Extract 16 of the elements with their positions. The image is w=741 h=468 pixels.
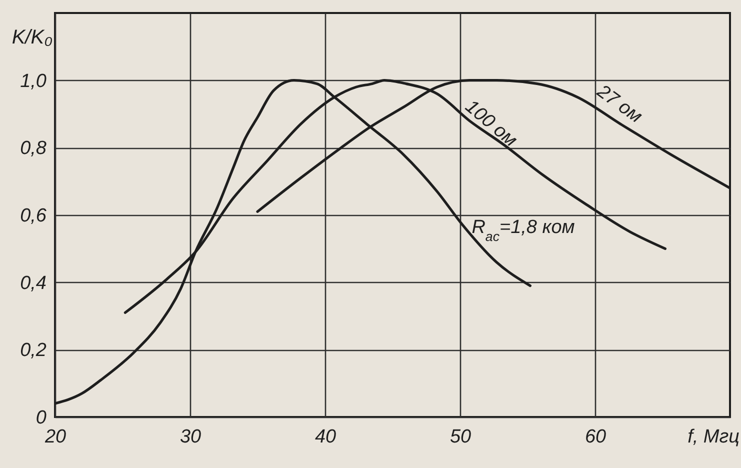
y-axis-title: K/K₀ <box>12 26 52 48</box>
y-tick-label: 0,8 <box>20 138 47 160</box>
x-tick-label: 30 <box>180 426 202 448</box>
y-tick-label: 0 <box>36 408 47 428</box>
x-tick-label: 50 <box>450 426 472 448</box>
x-tick-label: 20 <box>44 426 66 448</box>
x-tick-label: 40 <box>314 426 336 448</box>
x-axis-title: f, Мгц <box>688 426 740 448</box>
y-tick-label: 0,4 <box>20 272 46 294</box>
y-tick-label: 1,0 <box>20 70 47 92</box>
series-label: R$_{ac}$=1,8 ком <box>472 217 575 244</box>
text: 27 ом <box>592 80 646 128</box>
y-tick-label: 0,6 <box>20 206 47 226</box>
text: 100 ом <box>460 96 521 152</box>
x-tick-label: 60 <box>584 426 606 448</box>
y-tick-label: 0,2 <box>20 340 47 362</box>
